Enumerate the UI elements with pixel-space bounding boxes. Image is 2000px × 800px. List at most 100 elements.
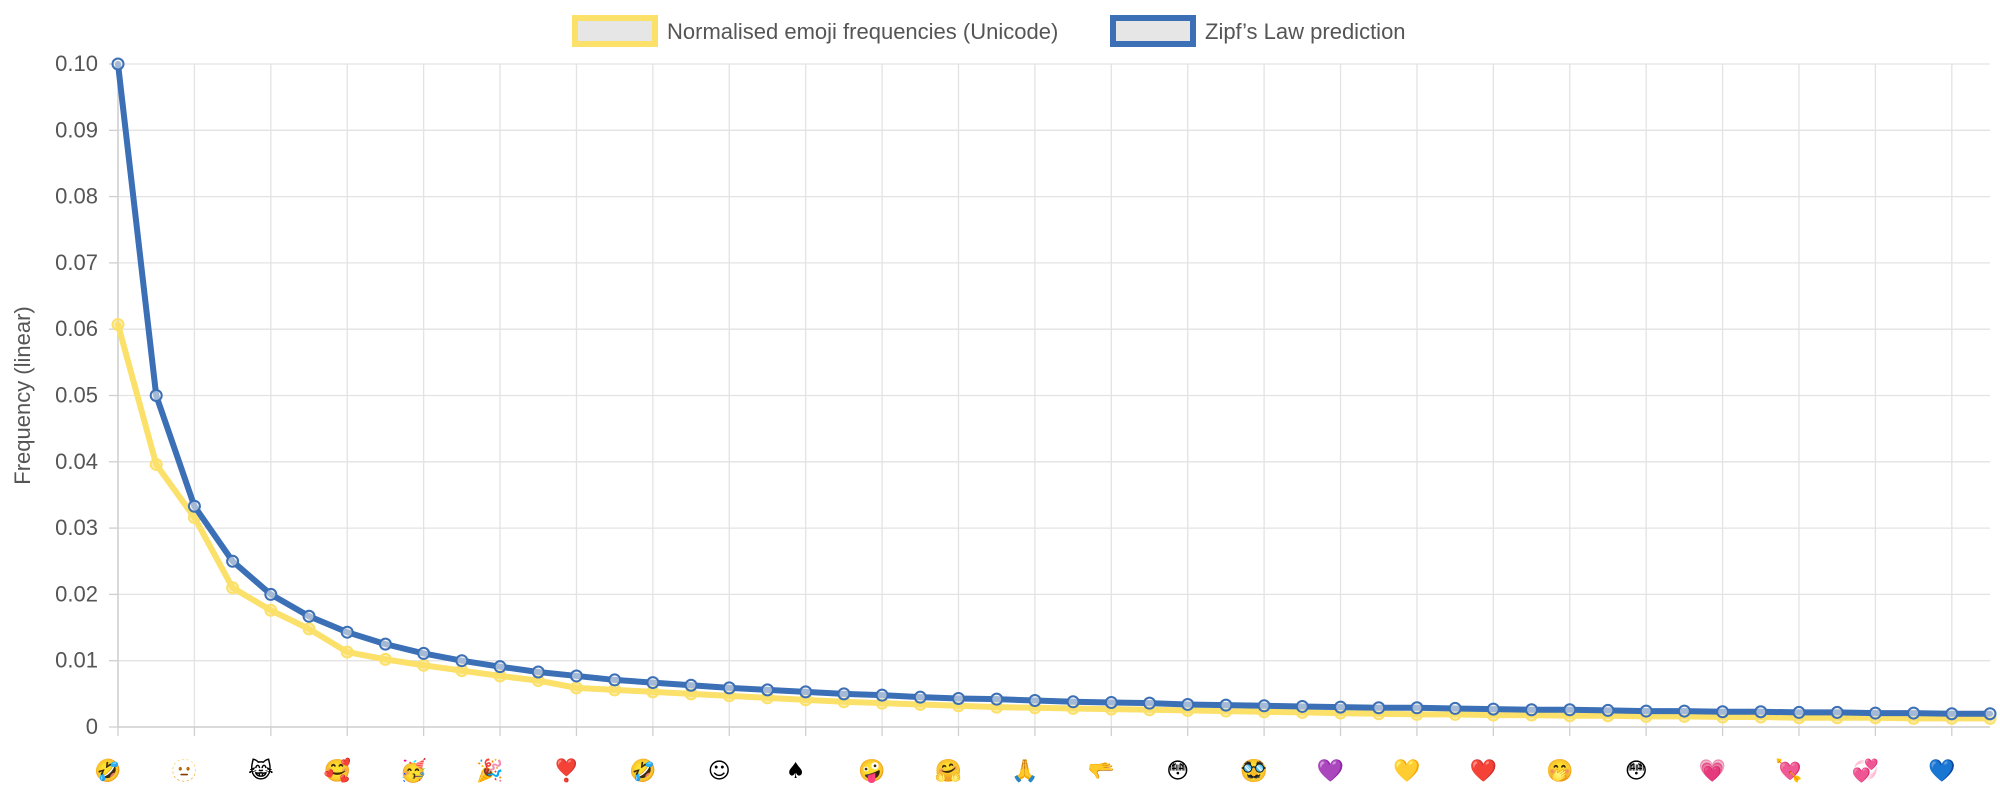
data-point[interactable]: [569, 681, 583, 695]
data-point[interactable]: [837, 687, 851, 701]
legend-item-2[interactable]: Zipf’s Law prediction: [1110, 15, 1406, 47]
y-tick-label: 0.06: [55, 316, 98, 341]
x-tick-label: ☺: [708, 759, 731, 784]
data-point[interactable]: [1257, 699, 1271, 713]
data-point[interactable]: [149, 389, 163, 402]
data-point[interactable]: [1639, 704, 1653, 718]
x-tick-label: 🫳: [1088, 759, 1115, 784]
y-tick-label: 0.09: [55, 117, 98, 142]
data-point[interactable]: [1181, 697, 1195, 711]
data-point[interactable]: [1945, 707, 1959, 721]
series-line: [115, 61, 1993, 717]
grid: [117, 63, 1990, 728]
data-point[interactable]: [111, 57, 125, 71]
x-tick-label: 💛: [1393, 758, 1421, 784]
x-tick-label: 💗: [1699, 758, 1727, 784]
data-point[interactable]: [1486, 702, 1500, 716]
data-point[interactable]: [1868, 706, 1882, 720]
x-tick-label: 🤣: [93, 758, 121, 785]
data-point[interactable]: [1104, 695, 1118, 709]
x-tick-label: 🤗: [935, 758, 962, 784]
data-point[interactable]: [1907, 706, 1921, 720]
series-lines: [111, 57, 1997, 725]
legend-label: Zipf’s Law prediction: [1205, 19, 1406, 44]
data-point[interactable]: [760, 683, 774, 697]
legend-swatch: [572, 15, 658, 47]
data-point[interactable]: [417, 658, 431, 672]
data-point[interactable]: [302, 609, 316, 623]
data-point[interactable]: [1372, 701, 1386, 715]
data-point[interactable]: [1601, 703, 1615, 717]
x-tick-label: 😹: [248, 758, 274, 784]
data-point[interactable]: [302, 622, 316, 636]
legend-label: Normalised emoji frequencies (Unicode): [667, 19, 1058, 44]
data-point[interactable]: [1830, 705, 1844, 719]
data-point[interactable]: [1677, 704, 1691, 718]
data-point[interactable]: [340, 625, 354, 639]
data-point[interactable]: [799, 685, 813, 699]
legend[interactable]: Normalised emoji frequencies (Unicode) Zi…: [572, 15, 1406, 47]
x-tick-label: ♠: [786, 759, 806, 784]
data-point[interactable]: [646, 676, 660, 690]
data-point[interactable]: [684, 678, 698, 692]
data-point[interactable]: [722, 681, 736, 695]
data-point[interactable]: [1754, 705, 1768, 719]
data-point[interactable]: [951, 691, 965, 705]
data-point[interactable]: [1219, 698, 1233, 712]
x-tick-label: 🥰: [324, 757, 351, 784]
x-tick-label: 💙: [1928, 758, 1956, 784]
data-point[interactable]: [608, 673, 622, 687]
x-tick-label: 😳: [1625, 759, 1648, 784]
y-axis-title: Frequency (linear): [10, 306, 35, 485]
data-point[interactable]: [493, 660, 507, 674]
y-tick-label: 0.10: [55, 51, 98, 76]
data-point[interactable]: [1716, 705, 1730, 719]
series-line: [115, 321, 1993, 722]
data-point[interactable]: [1295, 699, 1309, 713]
data-point[interactable]: [149, 457, 163, 471]
legend-item-1[interactable]: Normalised emoji frequencies (Unicode): [572, 15, 1058, 47]
data-point[interactable]: [226, 581, 240, 595]
x-tick-label: 🤪: [858, 758, 885, 784]
y-tick-label: 0: [86, 714, 98, 739]
data-point[interactable]: [378, 652, 392, 666]
data-point[interactable]: [1792, 705, 1806, 719]
data-point[interactable]: [875, 688, 889, 702]
data-point[interactable]: [340, 645, 354, 659]
y-axis-ticks: 0 0.01 0.02 0.03 0.04 0.05 0.06 0.07 0.08 0.09 0.1…: [55, 51, 118, 739]
data-point[interactable]: [1334, 700, 1348, 714]
data-point[interactable]: [264, 587, 278, 601]
y-tick-label: 0.05: [55, 383, 98, 408]
x-tick-label: 😳: [1166, 759, 1189, 784]
x-tick-label: 🥳: [400, 757, 427, 784]
data-point[interactable]: [990, 692, 1004, 706]
data-point[interactable]: [1028, 693, 1042, 707]
x-tick-label: 🎉: [476, 758, 503, 784]
y-tick-label: 0.08: [55, 184, 98, 209]
data-point[interactable]: [187, 499, 201, 513]
data-point[interactable]: [111, 318, 125, 332]
y-tick-label: 0.01: [55, 648, 98, 673]
data-point[interactable]: [264, 603, 278, 617]
y-tick-label: 0.07: [55, 250, 98, 275]
x-tick-label: ❣️: [553, 758, 580, 784]
data-point[interactable]: [1983, 707, 1997, 721]
data-point[interactable]: [226, 554, 240, 568]
data-point[interactable]: [1143, 696, 1157, 710]
data-point[interactable]: [455, 654, 469, 668]
x-tick-label: ❤️: [1470, 758, 1498, 784]
data-point[interactable]: [1525, 703, 1539, 717]
data-point[interactable]: [1448, 701, 1462, 715]
data-point[interactable]: [378, 637, 392, 651]
data-point[interactable]: [913, 690, 927, 704]
x-tick-label: 💘: [1775, 758, 1802, 784]
data-point[interactable]: [1563, 703, 1577, 717]
x-tick-label: 🥸: [1240, 758, 1267, 784]
y-tick-label: 0.04: [55, 449, 98, 474]
data-point[interactable]: [1410, 701, 1424, 715]
data-point[interactable]: [531, 665, 545, 679]
data-point[interactable]: [1066, 695, 1080, 709]
data-point[interactable]: [417, 646, 431, 660]
data-point[interactable]: [569, 669, 583, 683]
